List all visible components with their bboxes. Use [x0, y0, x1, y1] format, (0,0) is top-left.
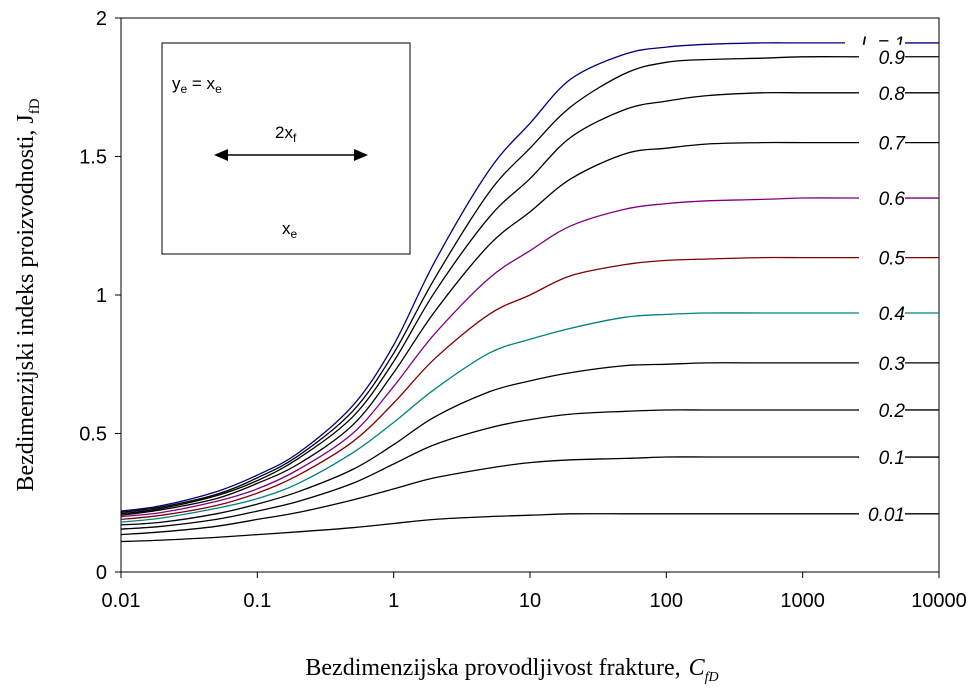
- x-tick-label: 1: [388, 590, 399, 612]
- series-line: [120, 456, 857, 536]
- curve-label-bg: [859, 186, 905, 211]
- series-line: [120, 513, 857, 543]
- curve-label-bg: [859, 397, 905, 422]
- y-tick-label: 1: [96, 285, 107, 307]
- x-tick-label: 0.01: [102, 590, 141, 612]
- series-line: [120, 362, 857, 526]
- curve-label-bg: [859, 130, 905, 155]
- x-tick-label: 10: [519, 590, 541, 612]
- curve-label: 0.8: [879, 84, 906, 105]
- series-line: [120, 256, 857, 521]
- x-tick-label: 0.1: [243, 590, 271, 612]
- x-tick-label: 100: [650, 590, 683, 612]
- curve-label: 0.1: [879, 448, 905, 469]
- inset-xe-label: xe: [282, 219, 298, 241]
- curve-label: 0.4: [879, 304, 905, 325]
- inset-box: [161, 42, 411, 255]
- series-line: [120, 197, 857, 518]
- curve-label: 0.2: [879, 401, 906, 422]
- y-tick-label: 0: [96, 562, 107, 584]
- fracture-inset: ye = xe 2xf xe: [161, 42, 411, 255]
- curve-label-bg: [859, 245, 905, 270]
- series-line: [120, 56, 857, 514]
- arrow-left-icon: [214, 149, 228, 161]
- curve-label-bg: [859, 80, 905, 105]
- series-line: [120, 42, 857, 512]
- series-line: [120, 409, 857, 530]
- inset-fracture-length-label: 2xf: [275, 123, 297, 145]
- series-line: [120, 141, 857, 516]
- x-tick-label: 1000: [780, 590, 825, 612]
- curve-label: 0.6: [879, 189, 906, 210]
- series-line: [120, 312, 857, 523]
- y-tick-label: 2: [96, 8, 107, 30]
- arrow-right-icon: [354, 149, 368, 161]
- curve-label: 0.3: [879, 354, 906, 375]
- curve-label: 0.01: [868, 505, 905, 526]
- curve-label-bg: [859, 301, 905, 326]
- curve-label: 0.9: [879, 48, 906, 69]
- curve-label-bg: [859, 350, 905, 375]
- x-tick-label: 10000: [911, 590, 967, 612]
- series-line: [120, 91, 857, 515]
- x-axis-title: Bezdimenzijska provodljivost frakture, Cf…: [305, 655, 718, 685]
- y-tick-label: 1.5: [79, 147, 107, 169]
- y-axis-title: Bezdimenzijski indeks proizvodnosti, JfD: [13, 98, 43, 491]
- curve-label: 0.7: [879, 134, 907, 155]
- curve-labels: Ix = 10.90.80.70.60.50.40.30.20.10.01: [845, 30, 907, 526]
- axis-ticks: 0.01 0.1 1 10 100 1000 10000 0 0.5 1 1.5 2: [79, 8, 967, 612]
- curve-lines: [120, 42, 939, 543]
- curve-label-bg: [859, 501, 905, 526]
- curve-label-bg: [859, 445, 905, 470]
- curve-label: 0.5: [879, 249, 906, 270]
- y-tick-label: 0.5: [79, 424, 107, 446]
- inset-ye-label: ye = xe: [172, 74, 222, 96]
- curve-label-bg: [859, 44, 905, 69]
